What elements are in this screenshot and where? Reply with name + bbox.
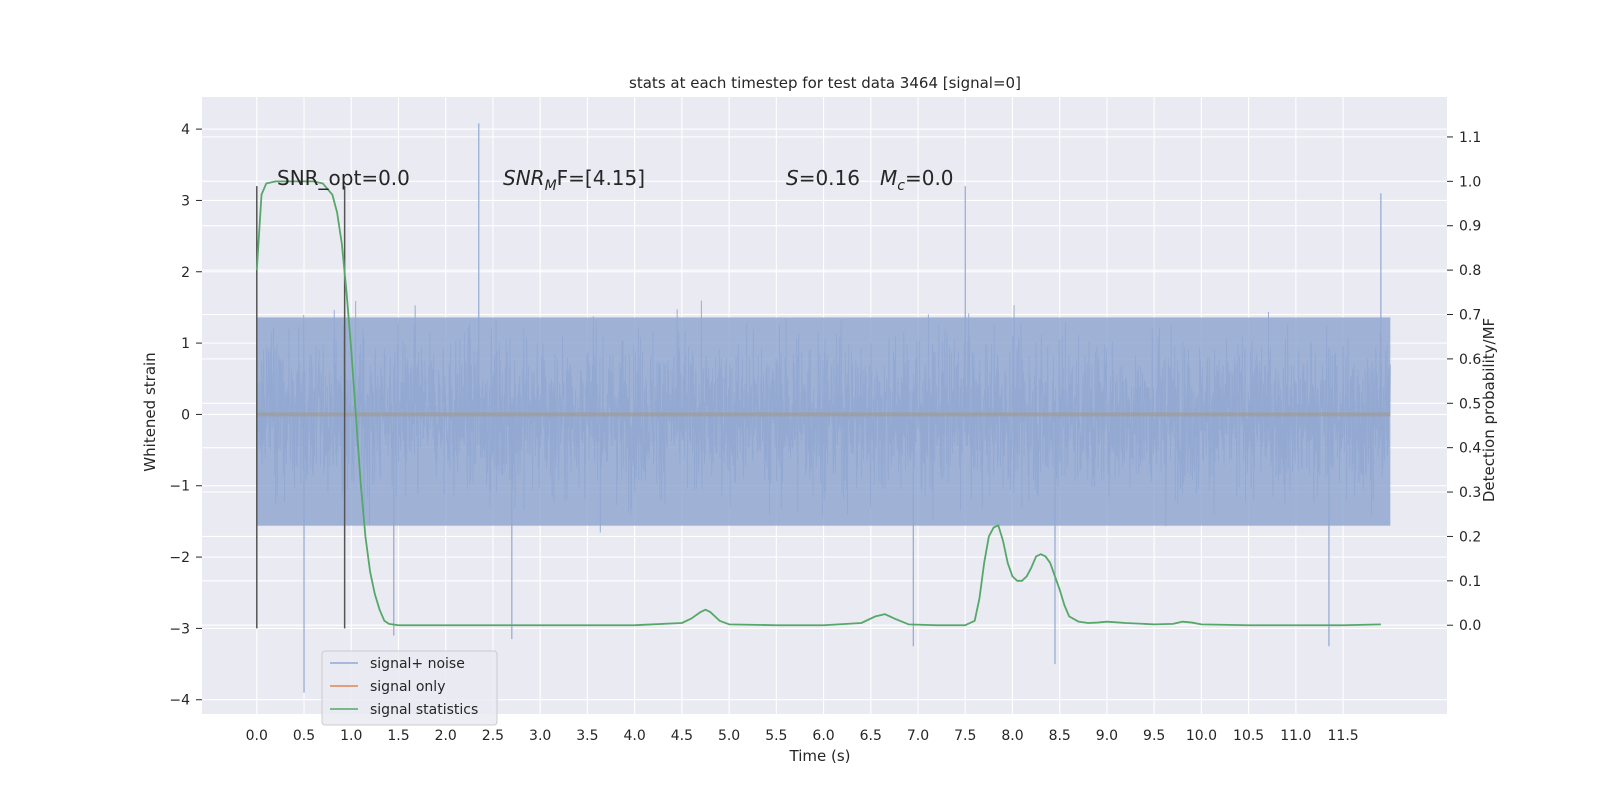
y-left-tick-label: −4 xyxy=(169,693,190,709)
y-right-tick-label: 0.0 xyxy=(1459,618,1481,634)
legend-label-statistics: signal statistics xyxy=(370,702,478,718)
annotation-s: S=0.16 xyxy=(786,166,860,190)
y-right-tick-label: 0.7 xyxy=(1459,308,1481,324)
series-signal-statistics xyxy=(255,180,1381,627)
y-left-tick-label: 1 xyxy=(181,336,190,352)
x-tick-label: 9.0 xyxy=(1096,728,1118,744)
y-axis-right-label: Detection probability/MF xyxy=(1480,318,1498,502)
legend-label-signal: signal only xyxy=(370,679,445,695)
y-right-tick-label: 1.0 xyxy=(1459,174,1481,190)
series-signal-noise xyxy=(256,123,1391,693)
x-axis: 0.0 0.5 1.0 1.5 2.0 2.5 3.0 3.5 4.0 4.5 5.0 5.5 6.0 6… xyxy=(246,728,1359,744)
y-left-tick-label: −3 xyxy=(169,621,190,637)
x-tick-label: 1.5 xyxy=(387,728,409,744)
x-tick-label: 5.5 xyxy=(765,728,787,744)
y-right-tick-label: 0.5 xyxy=(1459,396,1481,412)
x-tick-label: 0.5 xyxy=(293,728,315,744)
x-tick-label: 11.0 xyxy=(1280,728,1311,744)
x-tick-label: 2.5 xyxy=(482,728,504,744)
x-tick-label: 7.0 xyxy=(907,728,929,744)
y-right-tick-label: 0.2 xyxy=(1459,529,1481,545)
legend-box xyxy=(321,650,498,726)
legend-label-noise: signal+ noise xyxy=(370,656,465,672)
x-tick-label: 8.0 xyxy=(1001,728,1023,744)
x-tick-label: 1.0 xyxy=(340,728,362,744)
annotation-mc: Mc=0.0 xyxy=(880,166,954,194)
y-left-tick-label: 0 xyxy=(181,407,190,423)
y-axis-left-label: Whitened strain xyxy=(141,352,159,471)
x-tick-label: 10.5 xyxy=(1233,728,1264,744)
x-tick-label: 5.0 xyxy=(718,728,740,744)
y-right-tick-label: 0.4 xyxy=(1459,441,1481,457)
y-left-tick-label: −1 xyxy=(169,479,190,495)
x-tick-label: 11.5 xyxy=(1328,728,1359,744)
x-tick-label: 3.5 xyxy=(576,728,598,744)
y-right-tick-label: 0.8 xyxy=(1459,263,1481,279)
x-tick-label: 7.5 xyxy=(954,728,976,744)
y-right-tick-label: 0.1 xyxy=(1459,574,1481,590)
noise-core-band xyxy=(256,317,1391,526)
x-tick-label: 0.0 xyxy=(246,728,268,744)
annotation-snr-opt: SNR_opt=0.0 xyxy=(277,166,410,190)
x-tick-label: 9.5 xyxy=(1143,728,1165,744)
x-tick-label: 6.0 xyxy=(812,728,834,744)
y-right-tick-label: 0.9 xyxy=(1459,219,1481,235)
y-axis-left: −4 −3 −2 −1 0 1 2 3 4 xyxy=(169,122,202,709)
x-axis-label: Time (s) xyxy=(789,747,851,765)
y-axis-right: 0.0 0.1 0.2 0.3 0.4 0.5 0.6 0.7 0.8 0.9 1.0 1.1 xyxy=(1447,130,1481,634)
x-tick-label: 10.0 xyxy=(1186,728,1217,744)
y-left-tick-label: −2 xyxy=(169,550,190,566)
statistics-line xyxy=(255,180,1381,627)
x-tick-label: 4.5 xyxy=(671,728,693,744)
y-right-tick-label: 0.6 xyxy=(1459,352,1481,368)
x-tick-label: 6.5 xyxy=(860,728,882,744)
y-left-tick-label: 4 xyxy=(181,122,190,138)
chart-title: stats at each timestep for test data 346… xyxy=(629,74,1021,92)
y-left-tick-label: 2 xyxy=(181,265,190,281)
y-left-tick-label: 3 xyxy=(181,193,190,209)
x-tick-label: 3.0 xyxy=(529,728,551,744)
x-tick-label: 8.5 xyxy=(1049,728,1071,744)
y-right-tick-label: 1.1 xyxy=(1459,130,1481,146)
x-tick-label: 4.0 xyxy=(623,728,645,744)
x-tick-label: 2.0 xyxy=(435,728,457,744)
legend: signal+ noise signal only signal statist… xyxy=(321,650,498,726)
annotation-snr-mf: SNRMF=[4.15] xyxy=(503,166,645,194)
y-right-tick-label: 0.3 xyxy=(1459,485,1481,501)
